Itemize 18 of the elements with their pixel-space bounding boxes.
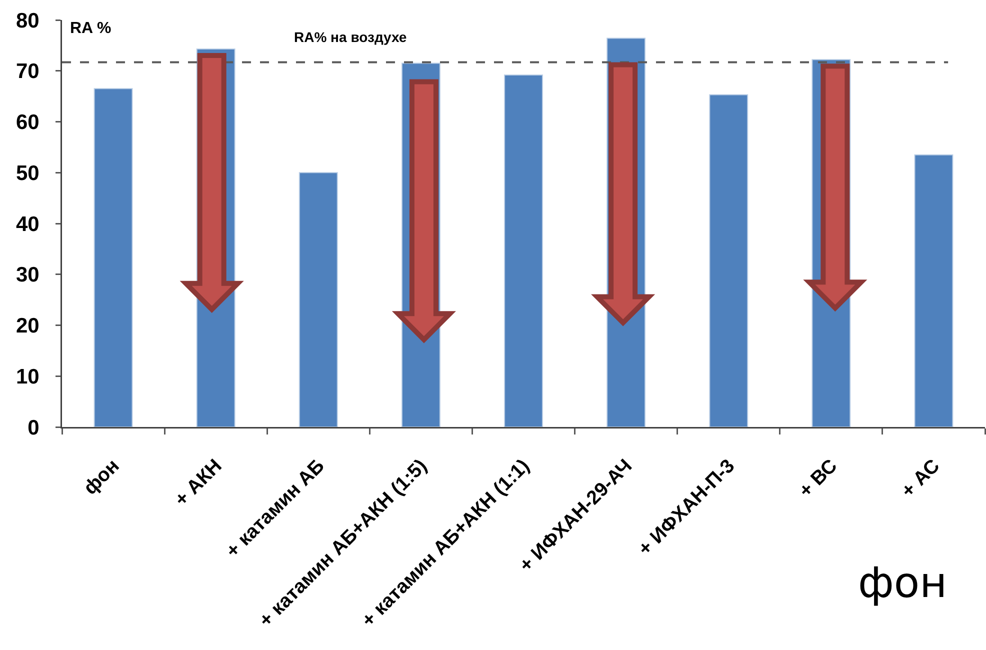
y-tick-label: 80 — [16, 9, 40, 32]
bar — [709, 94, 748, 427]
y-tick-label: 10 — [16, 365, 40, 388]
y-tick-label: 0 — [28, 416, 40, 440]
x-tick-label: + ВС — [794, 455, 842, 502]
y-tick-label: 60 — [16, 111, 40, 134]
bar — [94, 88, 133, 427]
y-tick-label: 70 — [16, 60, 40, 84]
y-tick-label: 30 — [16, 264, 40, 287]
y-tick-label: 50 — [16, 162, 40, 185]
x-tick-label: + АС — [897, 455, 944, 502]
y-tick-label: 20 — [16, 314, 40, 338]
bar — [298, 172, 338, 427]
y-axis-title: RA % — [70, 20, 112, 37]
y-tick-label: 40 — [16, 212, 40, 236]
ref-line-label: RA% на воздухе — [294, 29, 407, 45]
bar — [914, 154, 954, 427]
bar — [504, 74, 543, 427]
